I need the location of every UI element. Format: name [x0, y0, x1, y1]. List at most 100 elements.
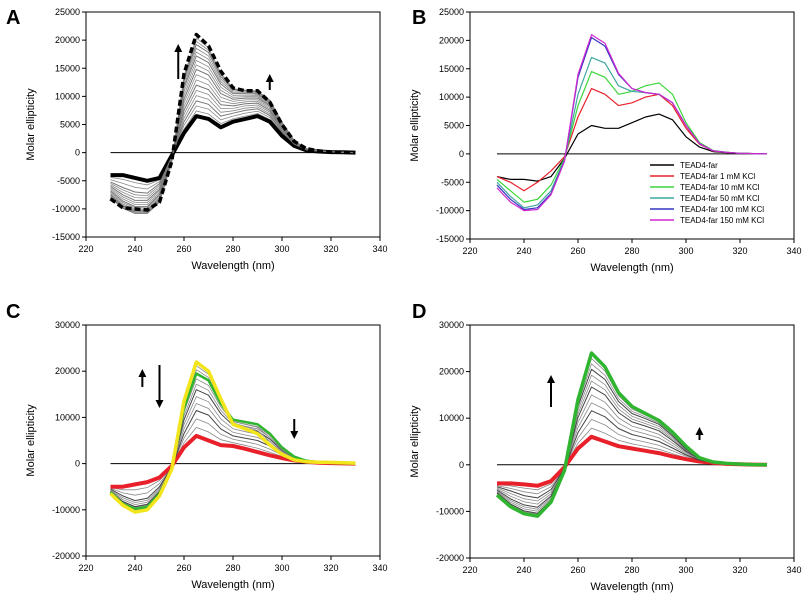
x-tick-label: 280	[225, 563, 240, 573]
titration-trace	[110, 40, 356, 213]
legend-label: TEAD4-far 100 mM KCl	[680, 205, 764, 214]
x-tick-label: 240	[516, 565, 531, 575]
x-tick-label: 260	[176, 563, 191, 573]
y-axis-label: Molar ellipticity	[409, 89, 421, 162]
x-tick-label: 340	[372, 563, 387, 573]
plot-frame	[469, 324, 795, 559]
titration-trace	[110, 79, 356, 203]
legend-label: TEAD4-far	[680, 161, 718, 170]
y-tick-label: 0	[459, 149, 464, 159]
series-line	[495, 351, 768, 518]
y-tick-label: 30000	[55, 320, 80, 330]
series-line	[496, 34, 768, 212]
panel-c: C -20000 -10000 0 10000 20000 30000 220 240 260 28…	[6, 301, 388, 591]
series-line	[109, 32, 356, 212]
y-tick-label: -10000	[436, 506, 464, 516]
x-tick-label: 320	[323, 244, 338, 254]
y-tick-label: 20000	[55, 35, 80, 45]
y-tick-label: 20000	[55, 366, 80, 376]
titration-trace	[496, 357, 768, 516]
y-tick-label: 25000	[55, 7, 80, 17]
x-tick-label: 340	[786, 565, 801, 575]
x-tick-label: 320	[732, 565, 747, 575]
x-tick-label: 280	[624, 246, 639, 256]
plot-frame	[85, 11, 381, 238]
legend-label: TEAD4-far 150 mM KCl	[680, 216, 764, 225]
y-tick-label: -10000	[52, 204, 80, 214]
y-tick-label: 30000	[439, 320, 464, 330]
x-tick-label: 240	[516, 246, 531, 256]
y-tick-label: -20000	[52, 551, 80, 561]
panel-a: A -15000 -10000 -5000 0 5000 10000 15000 20000 25…	[6, 7, 388, 272]
titration-trace	[110, 51, 356, 212]
titration-trace	[496, 374, 768, 512]
y-tick-label: 0	[75, 459, 80, 469]
x-tick-label: 340	[786, 246, 801, 256]
legend-label: TEAD4-far 1 mM KCl	[680, 172, 755, 181]
y-tick-label: -5000	[441, 177, 464, 187]
y-tick-label: -20000	[436, 553, 464, 563]
x-tick-label: 300	[274, 244, 289, 254]
y-tick-label: 25000	[439, 7, 464, 17]
x-tick-label: 300	[678, 565, 693, 575]
x-tick-label: 280	[225, 244, 240, 254]
series-line	[110, 114, 356, 183]
x-axis-label: Wavelength (nm)	[191, 260, 274, 272]
titration-trace	[110, 59, 356, 210]
x-tick-label: 220	[78, 563, 93, 573]
x-tick-label: 220	[462, 246, 477, 256]
series-line	[109, 360, 356, 514]
series-line	[496, 368, 768, 514]
titration-trace	[110, 396, 356, 506]
y-tick-label: -15000	[436, 234, 464, 244]
plot-frame	[85, 324, 381, 557]
y-axis-label: Molar ellipticity	[25, 404, 37, 477]
y-tick-label: -10000	[436, 206, 464, 216]
panel-letter: D	[412, 301, 426, 323]
series-line	[110, 84, 356, 201]
y-axis-label: Molar ellipticity	[25, 88, 37, 161]
titration-trace	[496, 427, 768, 491]
y-tick-label: 10000	[55, 91, 80, 101]
panel-letter: B	[412, 7, 426, 29]
legend-label: TEAD4-far 50 mM KCl	[680, 194, 760, 203]
x-tick-label: 260	[570, 565, 585, 575]
x-tick-label: 340	[372, 244, 387, 254]
y-tick-label: 5000	[60, 120, 80, 130]
y-tick-label: 20000	[439, 367, 464, 377]
panel-d: D -20000 -10000 0 10000 20000 30000 220 240 260 28…	[409, 301, 802, 593]
x-tick-label: 280	[624, 565, 639, 575]
series-line	[110, 389, 356, 508]
y-tick-label: 0	[75, 148, 80, 158]
x-tick-label: 300	[678, 246, 693, 256]
panel-b: B -15000 -10000 -5000 0 5000 10000 15000 20000 25…	[409, 7, 802, 274]
x-tick-label: 240	[127, 244, 142, 254]
y-tick-label: 10000	[439, 92, 464, 102]
x-tick-label: 320	[732, 246, 747, 256]
y-tick-label: 5000	[444, 121, 464, 131]
y-tick-label: 0	[459, 460, 464, 470]
y-tick-label: 10000	[439, 413, 464, 423]
titration-trace	[110, 369, 356, 511]
y-axis-label: Molar ellipticity	[409, 405, 421, 478]
y-tick-label: 15000	[439, 64, 464, 74]
series-line	[110, 44, 356, 214]
y-tick-label: 15000	[55, 63, 80, 73]
x-tick-label: 240	[127, 563, 142, 573]
legend-label: TEAD4-far 10 mM KCl	[680, 183, 760, 192]
x-tick-label: 220	[462, 565, 477, 575]
x-axis-label: Wavelength (nm)	[590, 581, 673, 593]
x-tick-label: 260	[570, 246, 585, 256]
titration-trace	[110, 365, 356, 512]
y-tick-label: 10000	[55, 412, 80, 422]
series-line	[110, 55, 356, 212]
titration-trace	[110, 47, 356, 213]
panel-letter: A	[6, 7, 20, 29]
titration-trace	[110, 105, 356, 190]
x-tick-label: 220	[78, 244, 93, 254]
x-tick-label: 300	[274, 563, 289, 573]
x-axis-label: Wavelength (nm)	[590, 262, 673, 274]
x-axis-label: Wavelength (nm)	[191, 579, 274, 591]
